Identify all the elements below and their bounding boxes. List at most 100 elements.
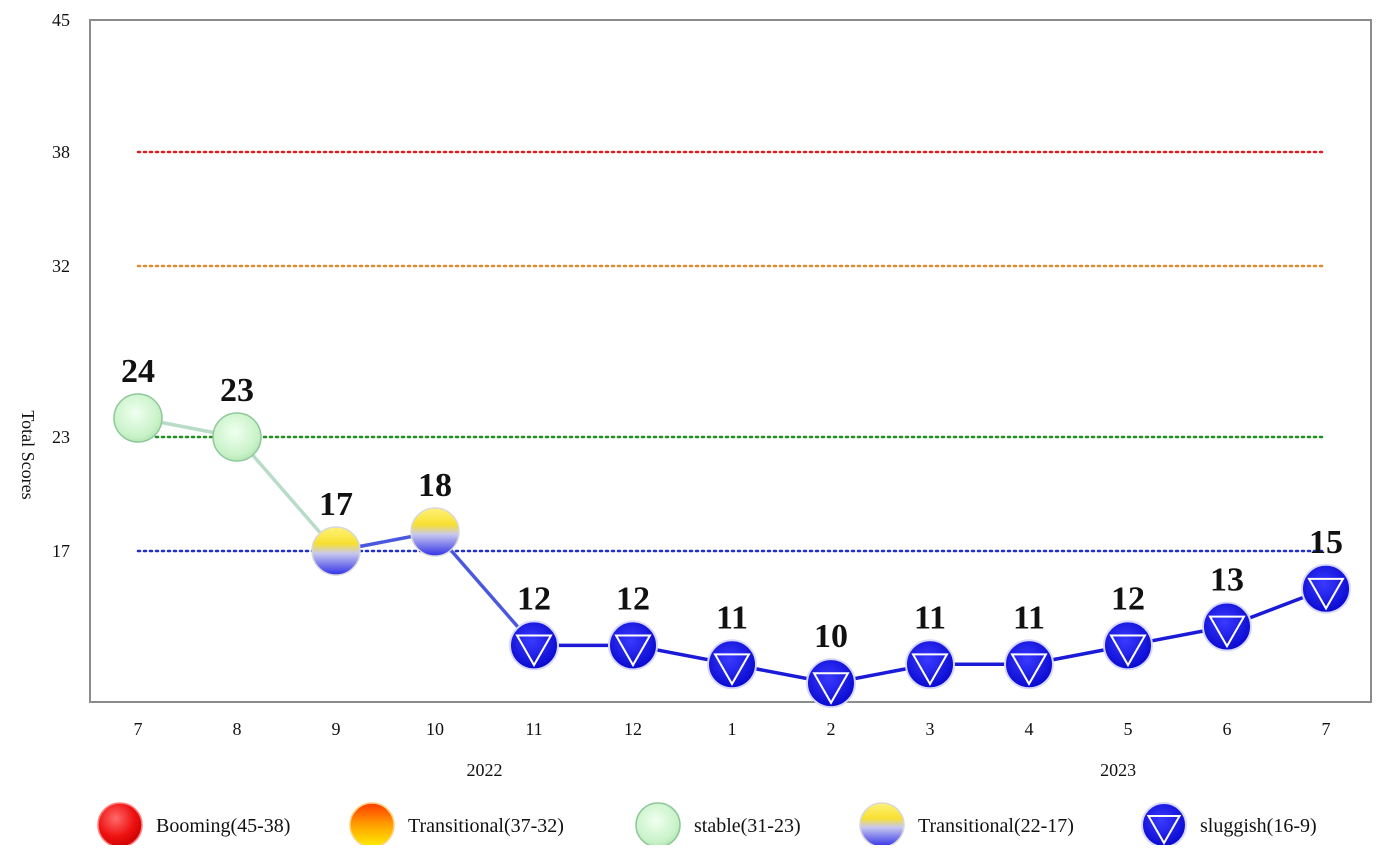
data-label: 12 (616, 580, 650, 617)
data-label: 17 (319, 486, 353, 523)
x-tick-label: 4 (1025, 719, 1034, 739)
data-label: 10 (814, 618, 848, 655)
data-point-marker (1301, 563, 1351, 614)
legend-label: stable(31-23) (694, 815, 801, 837)
year-label: 2022 (467, 760, 503, 780)
legend-item: Booming(45-38) (97, 802, 290, 848)
x-tick-label: 1 (728, 719, 737, 739)
down-triangle-icon (1307, 577, 1345, 611)
legend-label: Transitional(22-17) (918, 815, 1074, 837)
series-segment (235, 435, 338, 553)
down-triangle-icon (1146, 814, 1182, 846)
data-point-marker (1202, 601, 1252, 652)
sluggish-marker-circle (1141, 802, 1187, 848)
data-point-marker (905, 639, 955, 690)
data-label: 11 (716, 599, 748, 636)
data-point-marker (707, 639, 757, 690)
legend-marker (635, 802, 681, 848)
data-point-marker (113, 393, 163, 443)
data-label: 11 (914, 599, 946, 636)
sluggish-marker-circle (1202, 601, 1252, 652)
down-triangle-icon (515, 634, 553, 668)
down-triangle-icon (911, 653, 949, 686)
transitional-low-marker-circle (311, 526, 361, 576)
reference-lines (136, 150, 1328, 553)
stable-marker-circle (212, 412, 262, 462)
data-point-marker (509, 620, 559, 671)
x-tick-label: 11 (525, 719, 542, 739)
year-label: 2023 (1100, 760, 1136, 780)
y-tick-label: 32 (52, 256, 70, 276)
y-tick-label: 45 (52, 10, 70, 30)
sluggish-marker-circle (1004, 639, 1054, 690)
data-label: 18 (418, 467, 452, 504)
booming-marker-circle (97, 802, 143, 848)
down-triangle-icon (1208, 615, 1246, 649)
data-point-marker (806, 658, 856, 709)
data-labels: 24 23 17 18 12 12 11 10 11 11 12 13 15 (121, 353, 1343, 655)
plot-frame (89, 19, 1372, 703)
down-triangle-icon (812, 672, 850, 705)
stable-marker-circle (113, 393, 163, 443)
x-tick-label: 10 (426, 719, 444, 739)
sluggish-marker-circle (905, 639, 955, 690)
data-label: 13 (1210, 562, 1244, 599)
data-point-marker (608, 620, 658, 671)
data-markers (113, 393, 1351, 709)
transitional-high-marker-circle (349, 802, 395, 848)
data-point-marker (410, 507, 460, 557)
legend-label: Transitional(37-32) (408, 815, 564, 837)
legend: Booming(45-38) Transitional(37-32) stable(… (97, 802, 1317, 848)
legend-marker (97, 802, 143, 848)
data-point-marker (212, 412, 262, 462)
y-tick-label: 17 (52, 541, 70, 561)
x-tick-label: 7 (1322, 719, 1331, 739)
legend-marker (349, 802, 395, 848)
x-tick-label: 3 (926, 719, 935, 739)
sluggish-marker-circle (1301, 563, 1351, 614)
data-label: 12 (1111, 580, 1145, 617)
legend-label: Booming(45-38) (156, 815, 290, 837)
legend-item: stable(31-23) (635, 802, 801, 848)
down-triangle-icon (614, 634, 652, 668)
legend-marker (859, 802, 905, 848)
down-triangle-icon (713, 653, 751, 686)
sluggish-marker-circle (806, 658, 856, 709)
x-tick-label: 6 (1223, 719, 1232, 739)
transitional-low-marker-circle (859, 802, 905, 848)
y-tick-label: 38 (52, 142, 70, 162)
y-axis-title: Total Scores (18, 410, 38, 499)
data-label: 24 (121, 353, 155, 390)
data-point-marker (311, 526, 361, 576)
data-label: 11 (1013, 599, 1045, 636)
x-tick-label: 12 (624, 719, 642, 739)
x-tick-label: 9 (332, 719, 341, 739)
sluggish-marker-circle (707, 639, 757, 690)
legend-item: sluggish(16-9) (1141, 802, 1317, 848)
x-tick-label: 2 (827, 719, 836, 739)
data-point-marker (1103, 620, 1153, 671)
x-tick-label: 7 (134, 719, 143, 739)
legend-item: Transitional(22-17) (859, 802, 1074, 848)
series-segment (433, 530, 536, 647)
legend-label: sluggish(16-9) (1200, 815, 1317, 837)
y-tick-label: 23 (52, 427, 70, 447)
down-triangle-icon (1010, 653, 1048, 686)
data-label: 23 (220, 372, 254, 409)
down-triangle-icon (1109, 634, 1147, 668)
x-tick-label: 5 (1124, 719, 1133, 739)
x-tick-label: 8 (233, 719, 242, 739)
legend-marker (1141, 802, 1187, 848)
stable-marker-circle (635, 802, 681, 848)
transitional-low-marker-circle (410, 507, 460, 557)
sluggish-marker-circle (1103, 620, 1153, 671)
sluggish-marker-circle (608, 620, 658, 671)
data-point-marker (1004, 639, 1054, 690)
data-label: 15 (1309, 524, 1343, 561)
legend-item: Transitional(37-32) (349, 802, 564, 848)
data-label: 12 (517, 580, 551, 617)
sluggish-marker-circle (509, 620, 559, 671)
